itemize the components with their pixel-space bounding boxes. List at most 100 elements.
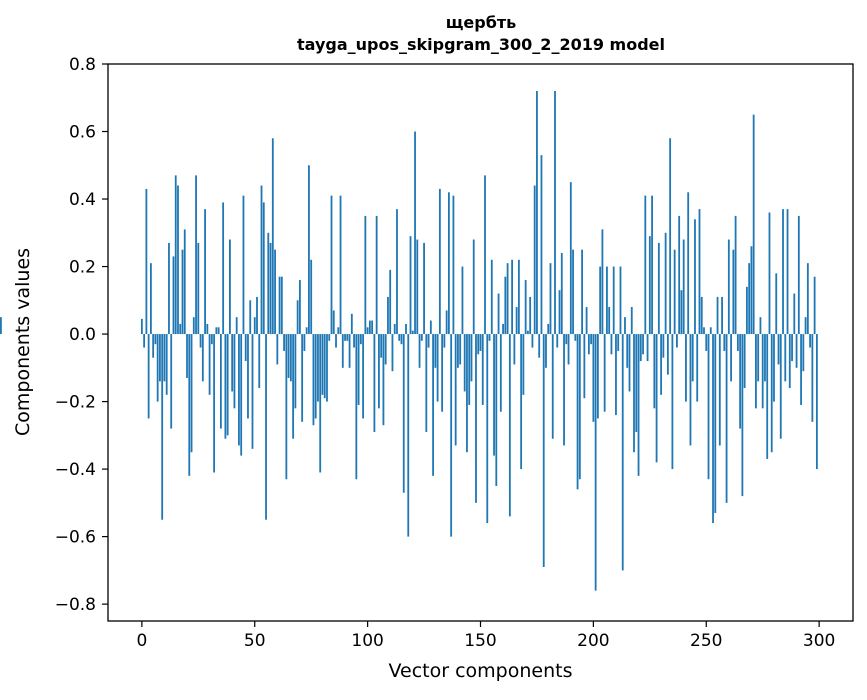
bar — [497, 293, 500, 335]
bar — [563, 334, 565, 446]
bar — [554, 91, 556, 335]
bar — [332, 310, 335, 335]
bar — [371, 320, 374, 335]
bar — [481, 334, 484, 405]
bar — [229, 239, 231, 335]
bar — [644, 195, 647, 335]
bar — [393, 323, 396, 335]
bar — [755, 334, 757, 409]
chart-title-line-2: tayga_upos_skipgram_300_2_2019 model — [297, 35, 665, 54]
bar — [292, 334, 295, 439]
bar — [757, 334, 760, 382]
bar — [587, 334, 590, 355]
bar — [542, 334, 545, 567]
bar — [664, 232, 667, 335]
bar — [337, 327, 340, 335]
y-tick-label: 0.0 — [69, 325, 96, 345]
x-tick-label: 250 — [690, 631, 722, 651]
bar — [321, 334, 324, 395]
bar — [533, 185, 536, 335]
bar — [447, 192, 450, 335]
bar — [186, 334, 188, 378]
bar — [368, 320, 371, 335]
bar — [788, 334, 791, 389]
bar — [172, 256, 175, 335]
bar — [583, 334, 586, 399]
bar — [398, 334, 401, 341]
bar — [761, 334, 764, 409]
y-tick-label: −0.8 — [55, 595, 96, 615]
bar — [414, 131, 416, 335]
bar — [745, 286, 748, 335]
bar — [477, 334, 480, 355]
bar — [423, 242, 425, 335]
bar — [773, 334, 775, 402]
y-ticks-group: −0.8 −0.6 −0.4 −0.2 0.0 0.2 0.4 0.6 0.8 — [55, 55, 108, 615]
bar — [161, 334, 164, 520]
bar — [183, 229, 186, 335]
bar — [608, 307, 611, 335]
bar — [305, 327, 308, 335]
bar — [549, 263, 552, 335]
bar — [490, 259, 493, 335]
bar — [499, 334, 502, 412]
bar — [599, 266, 602, 335]
bar — [655, 334, 658, 463]
x-tick-label: 0 — [136, 631, 147, 651]
bar — [694, 219, 696, 335]
bar — [330, 195, 333, 335]
bar — [493, 334, 495, 456]
bar — [750, 246, 753, 335]
bar — [181, 249, 184, 335]
bar — [506, 263, 509, 335]
bar — [716, 296, 719, 335]
bar — [258, 334, 261, 389]
bar — [143, 334, 146, 348]
bar — [434, 334, 437, 368]
bar — [764, 334, 766, 382]
bar — [298, 280, 301, 335]
bar — [682, 239, 685, 335]
bar — [384, 334, 387, 365]
bar — [396, 209, 398, 335]
bar — [156, 334, 159, 402]
bar — [429, 320, 432, 335]
bar — [170, 334, 173, 429]
bar — [748, 263, 751, 335]
bar — [527, 330, 529, 335]
bar — [405, 323, 407, 335]
bar — [213, 334, 216, 473]
bar — [547, 323, 550, 335]
bar — [378, 334, 380, 409]
bar — [454, 334, 457, 446]
bar — [779, 334, 782, 439]
bar — [666, 334, 669, 375]
bar — [296, 300, 299, 335]
bar — [152, 334, 155, 358]
bar — [140, 318, 143, 335]
bar — [603, 334, 606, 412]
bar — [806, 263, 809, 335]
bar — [283, 334, 285, 351]
bar — [784, 334, 787, 382]
bar — [247, 334, 249, 419]
bar — [646, 334, 649, 362]
bar — [463, 334, 466, 392]
bar — [606, 266, 608, 335]
bar — [441, 334, 444, 412]
bar — [208, 334, 211, 395]
bar — [154, 334, 157, 345]
bar — [341, 334, 344, 368]
bar — [303, 334, 306, 351]
x-axis-label: Vector components — [389, 660, 573, 682]
y-tick-label: 0.8 — [69, 55, 96, 75]
bar — [400, 334, 403, 345]
bar — [364, 215, 367, 335]
bar — [362, 334, 365, 419]
bar — [538, 334, 541, 358]
bar — [615, 334, 617, 416]
bar — [238, 334, 240, 446]
x-tick-label: 100 — [351, 631, 383, 651]
bar — [339, 195, 342, 335]
